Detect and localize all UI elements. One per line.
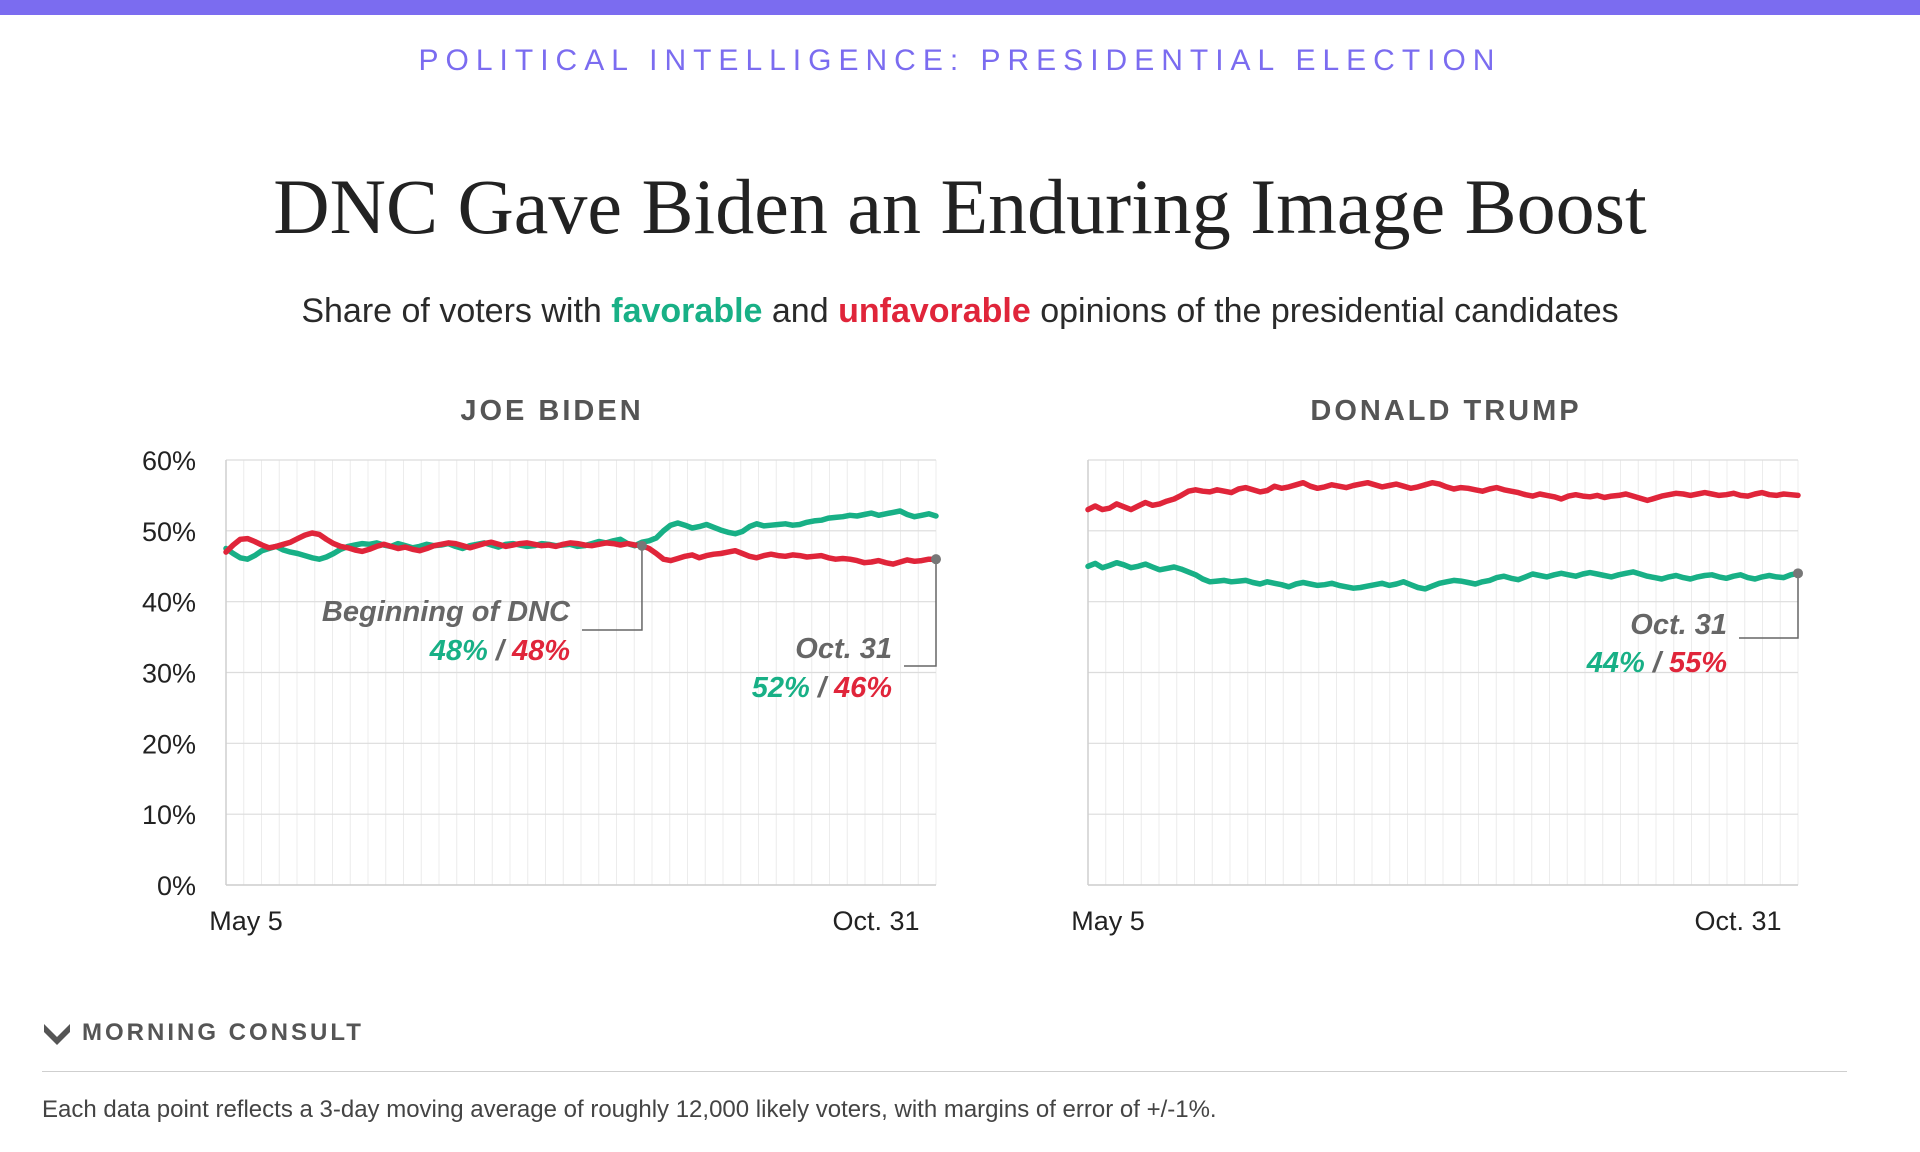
subtitle-post: opinions of the presidential candidates — [1030, 292, 1619, 330]
panel-title: DONALD TRUMP — [1310, 395, 1581, 427]
series-line-unfavorable — [1085, 479, 1801, 513]
x-tick-label-end: Oct. 31 — [832, 906, 919, 936]
x-tick-label-end: Oct. 31 — [1694, 906, 1781, 936]
subtitle-mid: and — [762, 292, 839, 330]
subtitle-unfavorable: unfavorable — [838, 292, 1031, 330]
annotation-label: Oct. 31 — [1630, 609, 1727, 641]
y-tick-label: 60% — [142, 446, 196, 476]
annotation-unfavorable-value: 46% — [833, 672, 892, 704]
subtitle-favorable: favorable — [611, 292, 763, 330]
series-line-favorable — [1085, 559, 1801, 592]
series-line-unfavorable — [223, 530, 939, 567]
subtitle: Share of voters with favorable and unfav… — [0, 292, 1920, 331]
y-tick-label: 10% — [142, 800, 196, 830]
kicker: POLITICAL INTELLIGENCE: PRESIDENTIAL ELE… — [418, 44, 1502, 77]
y-tick-label: 50% — [142, 517, 196, 547]
annotation-favorable-value: 52% — [752, 672, 810, 704]
annotation-values: 48% / 48% — [429, 635, 570, 667]
annotation-favorable-value: 44% — [1586, 647, 1645, 679]
annotation-separator: / — [810, 672, 834, 704]
x-tick-label-start: May 5 — [1071, 906, 1145, 936]
annotation-leader — [582, 545, 643, 631]
charts-canvas: JOE BIDEN 0% 10% 20% 30% 40% 50% 60% May 5 Oct. 3… — [142, 395, 1803, 936]
annotation-label: Oct. 31 — [795, 633, 892, 665]
morning-consult-logo-icon — [44, 1024, 70, 1045]
annotation-point — [636, 540, 647, 551]
annotation-unfavorable-value: 55% — [1669, 647, 1727, 679]
brand-logo: MORNING CONSULT — [42, 1018, 364, 1048]
footer-divider — [42, 1071, 1847, 1072]
y-tick-label: 20% — [142, 729, 196, 759]
annotation-values: 44% / 55% — [1586, 647, 1727, 679]
annotation-point — [1793, 568, 1803, 579]
annotation-values: 52% / 46% — [752, 672, 892, 704]
annotation-separator: / — [488, 635, 512, 667]
chart-panel-2: DONALD TRUMP May 5 Oct. 31 Oct. 31 44% / 55% — [1071, 395, 1803, 936]
y-tick-label: 40% — [142, 588, 196, 618]
y-tick-label: 0% — [157, 871, 196, 901]
chart-panel-1: JOE BIDEN 0% 10% 20% 30% 40% 50% 60% May 5 Oct. 3… — [142, 395, 941, 936]
annotation-label: Beginning of DNC — [322, 596, 571, 628]
annotation-point — [931, 554, 941, 565]
annotation-separator: / — [1645, 647, 1669, 679]
page-title: DNC Gave Biden an Enduring Image Boost — [273, 163, 1647, 250]
brand-name: MORNING CONSULT — [82, 1019, 364, 1046]
annotation-leader — [1739, 573, 1799, 639]
x-tick-label-start: May 5 — [209, 906, 283, 936]
footnote: Each data point reflects a 3-day moving … — [42, 1096, 1217, 1123]
top-accent-bar — [0, 0, 1920, 15]
panel-title: JOE BIDEN — [460, 395, 643, 427]
annotation-leader — [904, 559, 937, 667]
y-tick-label: 30% — [142, 659, 196, 689]
annotation-favorable-value: 48% — [429, 635, 488, 667]
annotation-unfavorable-value: 48% — [511, 635, 570, 667]
subtitle-pre: Share of voters with — [301, 292, 612, 330]
